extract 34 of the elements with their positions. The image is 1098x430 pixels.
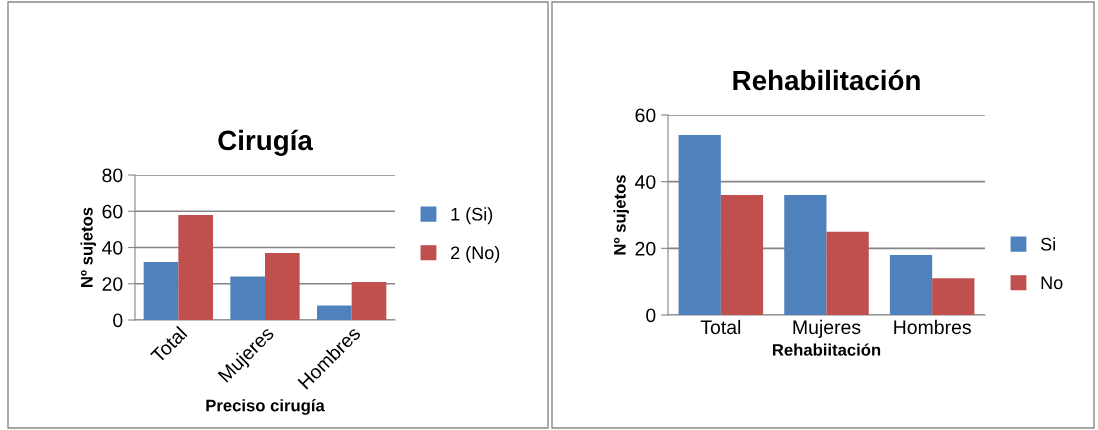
y-tick-label: 0 <box>646 308 656 323</box>
bar <box>720 195 764 315</box>
x-tick-label: Mujeres <box>793 319 861 338</box>
bar <box>826 231 869 315</box>
y-tick-label: 40 <box>102 240 123 255</box>
x-tick-label: Total <box>700 319 741 335</box>
y-axis-title: Nº sujetos <box>613 175 630 255</box>
bar <box>230 276 265 320</box>
y-tick-label: 40 <box>635 175 656 189</box>
y-tick-label: 60 <box>102 204 123 219</box>
bar <box>317 305 352 320</box>
y-tick-label: 20 <box>102 277 123 291</box>
x-axis-title: Preciso cirugía <box>206 399 325 415</box>
legend-label: Si <box>1040 237 1055 251</box>
chart-title: Rehabilitación <box>733 69 920 91</box>
legend-label: No <box>1041 276 1063 290</box>
y-tick-label: 0 <box>113 313 123 328</box>
bar <box>351 281 387 320</box>
bar <box>178 214 213 320</box>
bar <box>265 252 300 320</box>
legend-label: 1 (Si) <box>451 207 493 225</box>
legend-label: 2 (No) <box>451 245 500 263</box>
chart-title: Cirugía <box>218 129 314 156</box>
x-axis-title: Rehabiitación <box>772 343 881 356</box>
y-axis-title: Nº sujetos <box>80 207 97 287</box>
y-tick-label: 80 <box>102 168 123 183</box>
bar <box>889 255 933 315</box>
y-tick-label: 20 <box>635 241 656 256</box>
x-tick-label: Hombres <box>894 319 971 335</box>
bar <box>143 262 179 320</box>
bar <box>932 278 975 315</box>
bar <box>678 135 721 315</box>
bar <box>784 195 827 315</box>
y-tick-label: 60 <box>635 108 656 123</box>
